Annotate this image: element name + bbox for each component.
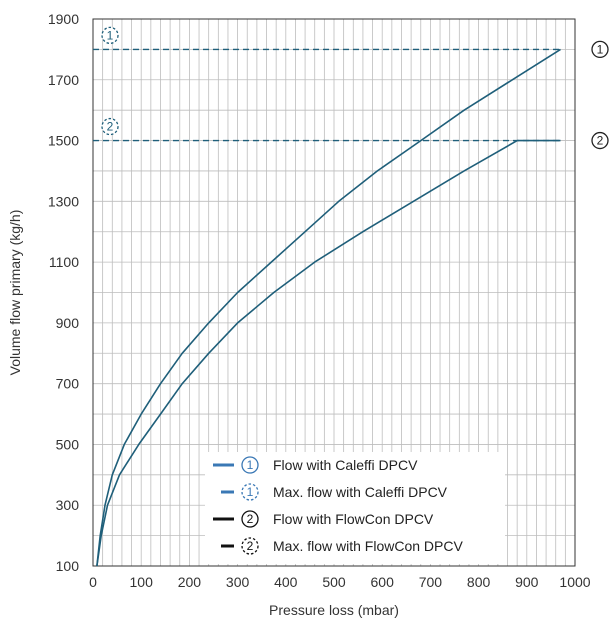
max-flow-marker-icon: 1 [101,26,119,45]
marker-number: 1 [247,485,254,499]
x-tick-label: 800 [467,574,491,590]
marker-circle [241,483,259,501]
marker-circle [591,131,609,150]
legend-item: 2 Flow with FlowCon DPCV [213,510,434,528]
legend-marker-icon: 1 [241,456,259,474]
x-tick-label: 500 [322,574,346,590]
marker-circle [241,456,259,474]
y-tick-label: 1700 [48,72,79,88]
marker-circle [591,40,609,59]
curves [96,48,561,567]
marker-circle [241,537,259,555]
x-tick-label: 400 [274,574,298,590]
y-tick-label: 300 [56,497,80,513]
legend-marker-icon: 1 [241,483,259,501]
x-tick-label: 1000 [559,574,590,590]
y-axis-title: Volume flow primary (kg/h) [7,210,23,376]
marker-number: 2 [247,539,254,553]
marker-number: 1 [597,42,604,56]
marker-number: 2 [597,134,604,148]
curve-end-marker-icon: 2 [591,131,609,150]
x-tick-labels: 0 100 200 300 400 500 600 700 800 900 1000 [89,574,591,590]
max-flow-marker-icon: 2 [101,117,119,136]
x-tick-label: 900 [515,574,539,590]
legend: 1 Flow with Caleffi DPCV 1 Max. flow with C… [205,452,505,564]
legend-item: 2 Max. flow with FlowCon DPCV [221,537,463,555]
y-tick-label: 1900 [48,11,79,27]
y-tick-label: 900 [56,315,80,331]
legend-item: 1 Max. flow with Caleffi DPCV [221,483,448,501]
marker-circle [241,510,259,528]
x-tick-label: 600 [371,574,395,590]
marker-number: 2 [107,120,114,134]
flow-curve [96,48,561,567]
legend-label: Flow with FlowCon DPCV [273,511,434,527]
legend-item: 1 Flow with Caleffi DPCV [213,456,418,474]
y-tick-label: 700 [56,376,80,392]
x-tick-label: 300 [226,574,250,590]
max-lines [93,48,561,142]
legend-label: Max. flow with FlowCon DPCV [273,538,463,554]
y-tick-labels: 100 300 500 700 900 1100 1300 1500 1700 1900 [48,11,79,574]
curve-end-marker-icon: 1 [591,40,609,59]
x-tick-label: 100 [130,574,154,590]
x-tick-label: 200 [178,574,202,590]
x-tick-label: 700 [419,574,443,590]
x-axis-title: Pressure loss (mbar) [269,602,399,618]
legend-label: Max. flow with Caleffi DPCV [273,484,448,500]
y-tick-label: 500 [56,436,80,452]
marker-number: 1 [247,458,254,472]
marker-number: 2 [247,512,254,526]
legend-marker-icon: 2 [241,510,259,528]
flow-curve [96,139,561,567]
marker-circle [101,117,119,136]
y-tick-label: 1500 [48,133,79,149]
y-tick-label: 1100 [49,254,79,270]
markers: 1 1 2 2 [101,26,609,150]
marker-circle [101,26,119,45]
y-tick-label: 100 [56,558,80,574]
y-tick-label: 1300 [48,193,79,209]
marker-number: 1 [107,28,114,42]
plot-frame [92,18,576,567]
legend-marker-icon: 2 [241,537,259,555]
legend-label: Flow with Caleffi DPCV [273,457,418,473]
x-tick-label: 0 [89,574,97,590]
